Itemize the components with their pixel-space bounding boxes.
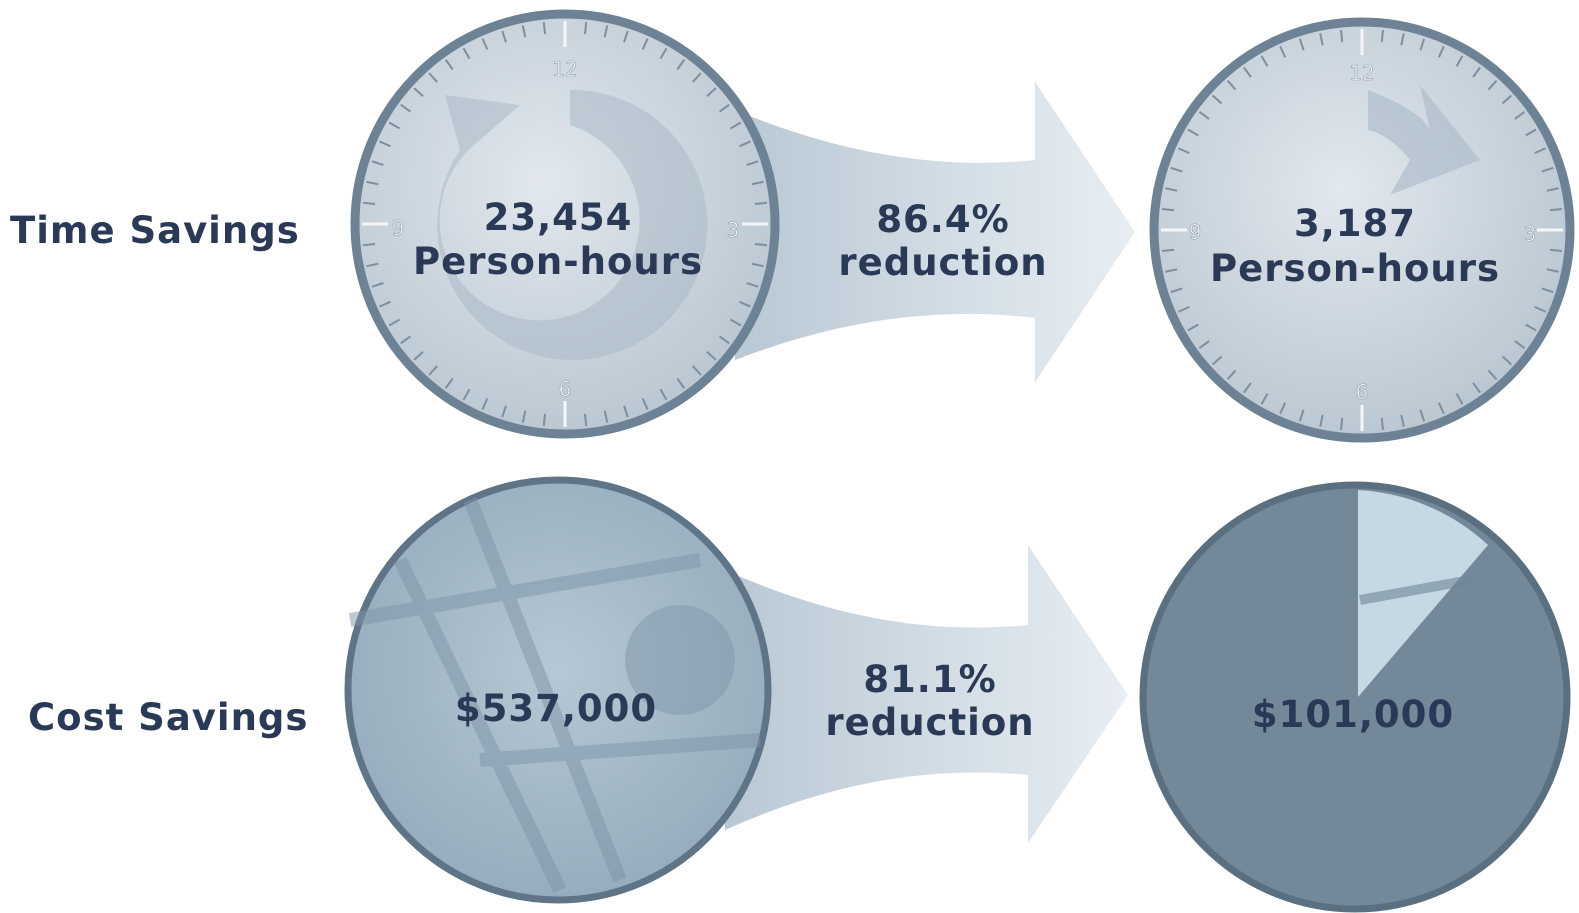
- clock-tick: [544, 22, 545, 34]
- clock-tick: [755, 244, 767, 245]
- change-unit: reduction: [838, 241, 1047, 284]
- clock-numeral: 3: [727, 218, 740, 242]
- infographic: 12 3 6 9 12 3 6 9 Time Savings Cost Savi…: [0, 0, 1579, 913]
- clock-numeral: 9: [1189, 220, 1202, 244]
- clock-tick: [1382, 30, 1383, 42]
- clock-tick: [1341, 418, 1342, 430]
- clock-tick: [1162, 209, 1174, 210]
- clock-tick: [1550, 250, 1562, 251]
- before-unit: Person-hours: [413, 240, 703, 283]
- change-amount: 86.4%: [876, 198, 1009, 241]
- row-label: Cost Savings: [28, 696, 308, 739]
- clock-numeral: 12: [1349, 61, 1374, 85]
- clock-numeral: 3: [1524, 222, 1537, 246]
- clock-tick: [363, 203, 375, 204]
- change-amount: 81.1%: [863, 658, 996, 701]
- clock-tick: [1162, 250, 1174, 251]
- clock-numeral: 6: [559, 377, 572, 401]
- after-amount: 3,187: [1294, 202, 1416, 245]
- after-amount: $101,000: [1252, 693, 1454, 736]
- clock-tick: [363, 244, 375, 245]
- row-label: Time Savings: [10, 209, 300, 252]
- clock-tick: [585, 22, 586, 34]
- change-unit: reduction: [825, 701, 1034, 744]
- clock-tick: [544, 414, 545, 426]
- before-amount: 23,454: [484, 196, 633, 239]
- clock-tick: [1382, 418, 1383, 430]
- clock-numeral: 12: [552, 57, 577, 81]
- clock-numeral: 6: [1356, 380, 1369, 404]
- before-amount: $537,000: [455, 687, 657, 730]
- clock-tick: [1341, 30, 1342, 42]
- clock-tick: [755, 203, 767, 204]
- clock-numeral: 9: [392, 216, 405, 240]
- clock-tick: [585, 414, 586, 426]
- page: 12 3 6 9 12 3 6 9 Time Savings Cost Savi…: [0, 0, 1579, 913]
- clock-tick: [1550, 209, 1562, 210]
- after-unit: Person-hours: [1210, 247, 1500, 290]
